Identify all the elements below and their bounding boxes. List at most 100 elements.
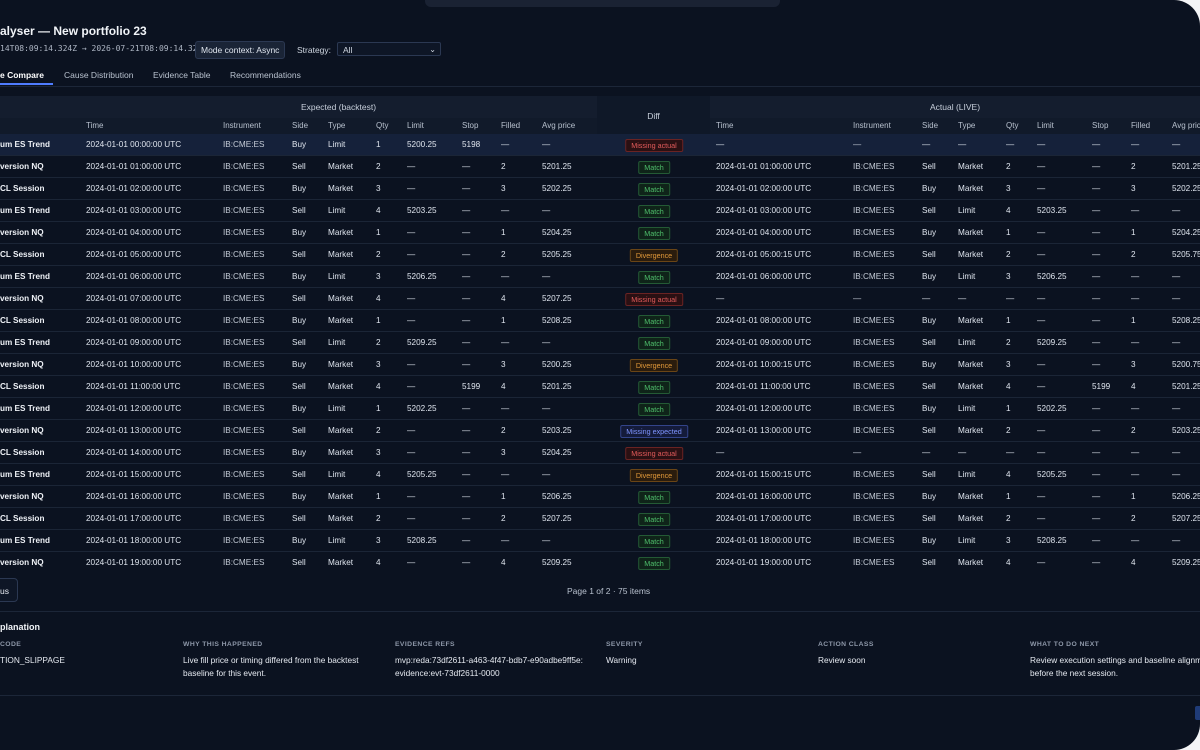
explanation-why-label: WHY THIS HAPPENED bbox=[183, 641, 263, 648]
expected-time-cell: 2024-01-01 11:00:00 UTC bbox=[86, 382, 181, 391]
table-row[interactable]: CL Session 2024-01-01 17:00:00 UTC IB:CME:… bbox=[0, 508, 1200, 530]
actual-col-qty[interactable]: Qty bbox=[1006, 121, 1019, 130]
actual-qty-cell: 4 bbox=[1006, 382, 1011, 391]
actual-type-cell: Market bbox=[958, 316, 984, 325]
actual-time-cell: 2024-01-01 06:00:00 UTC bbox=[716, 272, 812, 281]
expected-filled-cell: — bbox=[501, 404, 510, 413]
explanation-why-value: Live fill price or timing differed from … bbox=[183, 655, 359, 678]
actual-side-cell: Sell bbox=[922, 426, 936, 435]
actual-limit-cell: — bbox=[1037, 250, 1046, 259]
expected-side-cell: Buy bbox=[292, 272, 307, 281]
actual-col-type[interactable]: Type bbox=[958, 121, 976, 130]
expected-col-stop[interactable]: Stop bbox=[462, 121, 479, 130]
tab-compare[interactable]: e Compare bbox=[0, 70, 44, 80]
table-row[interactable]: um ES Trend 2024-01-01 12:00:00 UTC IB:CME… bbox=[0, 398, 1200, 420]
actual-time-cell: 2024-01-01 18:00:00 UTC bbox=[716, 536, 812, 545]
actual-filled-cell: — bbox=[1131, 294, 1140, 303]
explanation-evidence-value[interactable]: mvp:reda:73df2611-a463-4f47-bdb7-e90adbe… bbox=[395, 655, 583, 678]
expected-avg-price-cell: 5205.25 bbox=[542, 250, 572, 259]
strategy-cell: CL Session bbox=[0, 382, 45, 391]
table-row[interactable]: um ES Trend 2024-01-01 18:00:00 UTC IB:CME… bbox=[0, 530, 1200, 552]
actual-avg-price-cell: — bbox=[1172, 448, 1181, 457]
expected-limit-cell: 5200.25 bbox=[407, 140, 437, 149]
expected-filled-cell: 3 bbox=[501, 448, 506, 457]
actual-col-side[interactable]: Side bbox=[922, 121, 939, 130]
expected-col-type[interactable]: Type bbox=[328, 121, 346, 130]
actual-col-limit[interactable]: Limit bbox=[1037, 121, 1054, 130]
corner-action-button[interactable] bbox=[1195, 706, 1200, 720]
diff-badge: Missing actual bbox=[625, 447, 683, 460]
table-row[interactable]: CL Session 2024-01-01 11:00:00 UTC IB:CME:… bbox=[0, 376, 1200, 398]
expected-col-filled[interactable]: Filled bbox=[501, 121, 521, 130]
actual-avg-price-cell: — bbox=[1172, 404, 1181, 413]
actual-time-cell: 2024-01-01 17:00:00 UTC bbox=[716, 514, 812, 523]
table-row[interactable]: um ES Trend 2024-01-01 03:00:00 UTC IB:CME… bbox=[0, 200, 1200, 222]
table-row[interactable]: um ES Trend 2024-01-01 15:00:00 UTC IB:CME… bbox=[0, 464, 1200, 486]
expected-time-cell: 2024-01-01 02:00:00 UTC bbox=[86, 184, 182, 193]
expected-limit-cell: — bbox=[407, 294, 416, 303]
strategy-value: All bbox=[343, 45, 353, 55]
expected-side-cell: Buy bbox=[292, 184, 307, 193]
actual-time-cell: 2024-01-01 02:00:00 UTC bbox=[716, 184, 812, 193]
explanation-severity-value: Warning bbox=[606, 655, 637, 665]
table-row[interactable]: CL Session 2024-01-01 02:00:00 UTC IB:CME:… bbox=[0, 178, 1200, 200]
expected-col-time[interactable]: Time bbox=[86, 121, 104, 130]
table-row[interactable]: um ES Trend 2024-01-01 09:00:00 UTC IB:CME… bbox=[0, 332, 1200, 354]
actual-col-avg-price[interactable]: Avg price bbox=[1172, 121, 1200, 130]
table-row[interactable]: version NQ 2024-01-01 19:00:00 UTC IB:CME:… bbox=[0, 552, 1200, 572]
expected-col-avg-price[interactable]: Avg price bbox=[542, 121, 576, 130]
tab-cause-distribution[interactable]: Cause Distribution bbox=[64, 70, 134, 80]
table-row[interactable]: version NQ 2024-01-01 16:00:00 UTC IB:CME:… bbox=[0, 486, 1200, 508]
expected-side-cell: Buy bbox=[292, 140, 307, 149]
strategy-cell: CL Session bbox=[0, 448, 45, 457]
table-row[interactable]: version NQ 2024-01-01 07:00:00 UTC IB:CME:… bbox=[0, 288, 1200, 310]
previous-page-button[interactable]: us bbox=[0, 578, 18, 602]
expected-col-qty[interactable]: Qty bbox=[376, 121, 389, 130]
actual-time-cell: 2024-01-01 12:00:00 UTC bbox=[716, 404, 812, 413]
diff-badge: Match bbox=[638, 557, 670, 570]
actual-col-filled[interactable]: Filled bbox=[1131, 121, 1151, 130]
expected-stop-cell: — bbox=[462, 492, 471, 501]
table-row[interactable]: version NQ 2024-01-01 01:00:00 UTC IB:CME:… bbox=[0, 156, 1200, 178]
expected-stop-cell: — bbox=[462, 294, 471, 303]
strategy-cell: version NQ bbox=[0, 558, 44, 567]
table-row[interactable]: CL Session 2024-01-01 14:00:00 UTC IB:CME:… bbox=[0, 442, 1200, 464]
expected-limit-cell: — bbox=[407, 162, 416, 171]
expected-avg-price-cell: 5207.25 bbox=[542, 294, 572, 303]
expected-type-cell: Limit bbox=[328, 140, 346, 149]
actual-col-instrument[interactable]: Instrument bbox=[853, 121, 891, 130]
expected-type-cell: Limit bbox=[328, 470, 346, 479]
actual-col-stop[interactable]: Stop bbox=[1092, 121, 1109, 130]
actual-time-cell: 2024-01-01 08:00:00 UTC bbox=[716, 316, 812, 325]
expected-instrument-cell: IB:CME:ES bbox=[223, 184, 265, 193]
tab-recommendations[interactable]: Recommendations bbox=[230, 70, 301, 80]
expected-col-limit[interactable]: Limit bbox=[407, 121, 424, 130]
table-row[interactable]: version NQ 2024-01-01 04:00:00 UTC IB:CME:… bbox=[0, 222, 1200, 244]
expected-type-cell: Market bbox=[328, 184, 354, 193]
strategy-cell: version NQ bbox=[0, 228, 44, 237]
actual-type-cell: Market bbox=[958, 382, 984, 391]
actual-qty-cell: — bbox=[1006, 448, 1015, 457]
actual-limit-cell: — bbox=[1037, 448, 1046, 457]
table-row[interactable]: um ES Trend 2024-01-01 00:00:00 UTC IB:CME… bbox=[0, 134, 1200, 156]
actual-limit-cell: — bbox=[1037, 140, 1046, 149]
expected-side-cell: Buy bbox=[292, 360, 307, 369]
expected-col-side[interactable]: Side bbox=[292, 121, 309, 130]
table-row[interactable]: version NQ 2024-01-01 10:00:00 UTC IB:CME:… bbox=[0, 354, 1200, 376]
tab-evidence-table[interactable]: Evidence Table bbox=[153, 70, 211, 80]
actual-instrument-cell: IB:CME:ES bbox=[853, 514, 895, 523]
actual-col-time[interactable]: Time bbox=[716, 121, 734, 130]
table-row[interactable]: um ES Trend 2024-01-01 06:00:00 UTC IB:CME… bbox=[0, 266, 1200, 288]
table-row[interactable]: version NQ 2024-01-01 13:00:00 UTC IB:CME:… bbox=[0, 420, 1200, 442]
expected-col-instrument[interactable]: Instrument bbox=[223, 121, 261, 130]
expected-avg-price-cell: — bbox=[542, 338, 551, 347]
table-row[interactable]: CL Session 2024-01-01 05:00:00 UTC IB:CME:… bbox=[0, 244, 1200, 266]
expected-filled-cell: 1 bbox=[501, 228, 506, 237]
actual-type-cell: Limit bbox=[958, 470, 976, 479]
actual-avg-price-cell: 5201.25 bbox=[1172, 382, 1200, 391]
diff-badge: Match bbox=[638, 535, 670, 548]
table-row[interactable]: CL Session 2024-01-01 08:00:00 UTC IB:CME:… bbox=[0, 310, 1200, 332]
strategy-select[interactable]: All ⌄ bbox=[337, 42, 441, 56]
actual-filled-cell: 2 bbox=[1131, 426, 1136, 435]
mode-context-button[interactable]: Mode context: Async bbox=[195, 41, 286, 59]
